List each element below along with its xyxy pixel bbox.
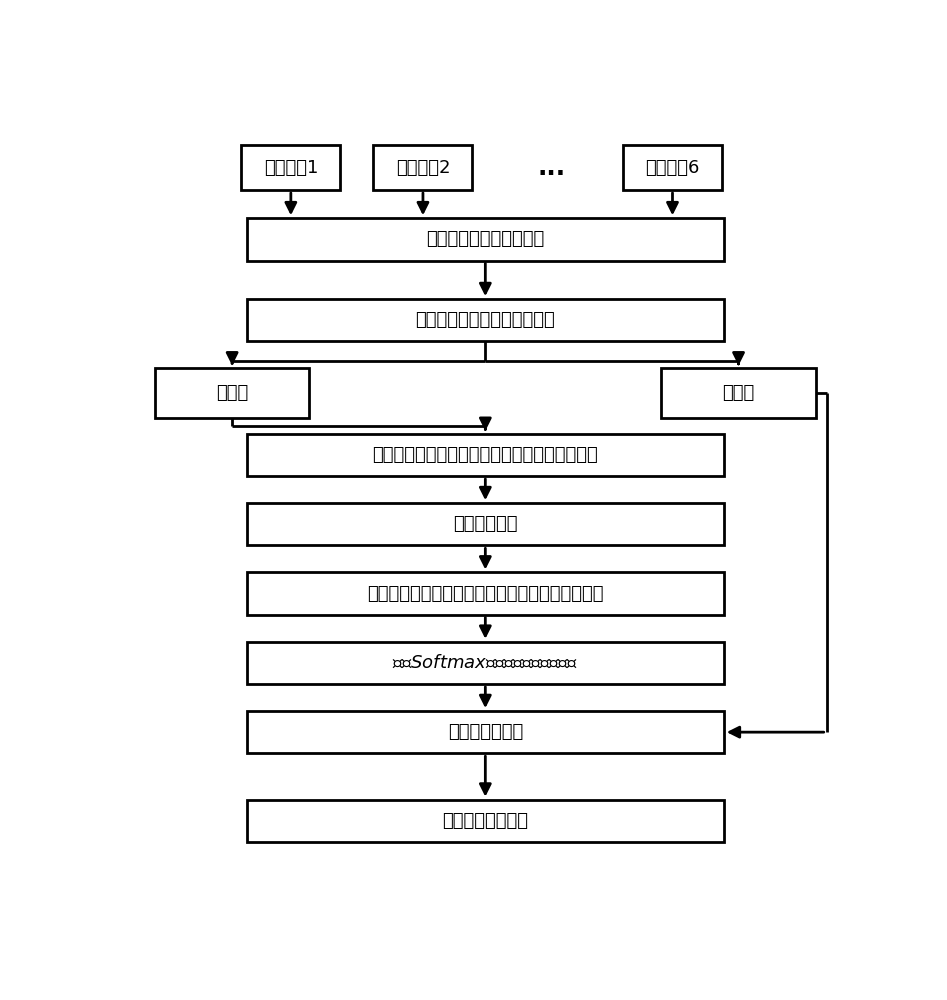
Text: 构建$\mathit{Softmax}$特征分类器将特征分类: 构建$\mathit{Softmax}$特征分类器将特征分类 — [392, 654, 579, 672]
Bar — [247, 711, 724, 753]
Bar — [247, 572, 724, 615]
Text: 融合特征信息: 融合特征信息 — [453, 515, 518, 533]
Text: 训练集: 训练集 — [216, 384, 248, 402]
Text: 振动信号2: 振动信号2 — [396, 159, 450, 177]
Text: 设置全连接层，将分布式特征映射到样本标记空间: 设置全连接层，将分布式特征映射到样本标记空间 — [367, 585, 603, 603]
Text: 训练完成的网络: 训练完成的网络 — [448, 723, 523, 741]
Bar — [623, 145, 722, 190]
Bar — [247, 642, 724, 684]
Bar — [247, 218, 724, 261]
Bar — [247, 800, 724, 842]
Text: 将增维后的数据转换为灰度图: 将增维后的数据转换为灰度图 — [416, 311, 555, 329]
Text: 测试集: 测试集 — [723, 384, 755, 402]
Bar — [661, 368, 815, 418]
Bar — [247, 299, 724, 341]
Bar — [247, 503, 724, 545]
Bar — [247, 434, 724, 476]
Bar — [241, 145, 340, 190]
Text: ...: ... — [537, 156, 565, 180]
Bar — [373, 145, 473, 190]
Text: 振动信号1: 振动信号1 — [263, 159, 318, 177]
Text: 利用格拉米角场数据增维: 利用格拉米角场数据增维 — [426, 230, 545, 248]
Text: 振动信号6: 振动信号6 — [645, 159, 700, 177]
Text: 用测试集测试网络: 用测试集测试网络 — [442, 812, 528, 830]
Bar — [155, 368, 309, 418]
Text: 建立自校准卷积模块，构建自校准卷积神经网络: 建立自校准卷积模块，构建自校准卷积神经网络 — [372, 446, 599, 464]
